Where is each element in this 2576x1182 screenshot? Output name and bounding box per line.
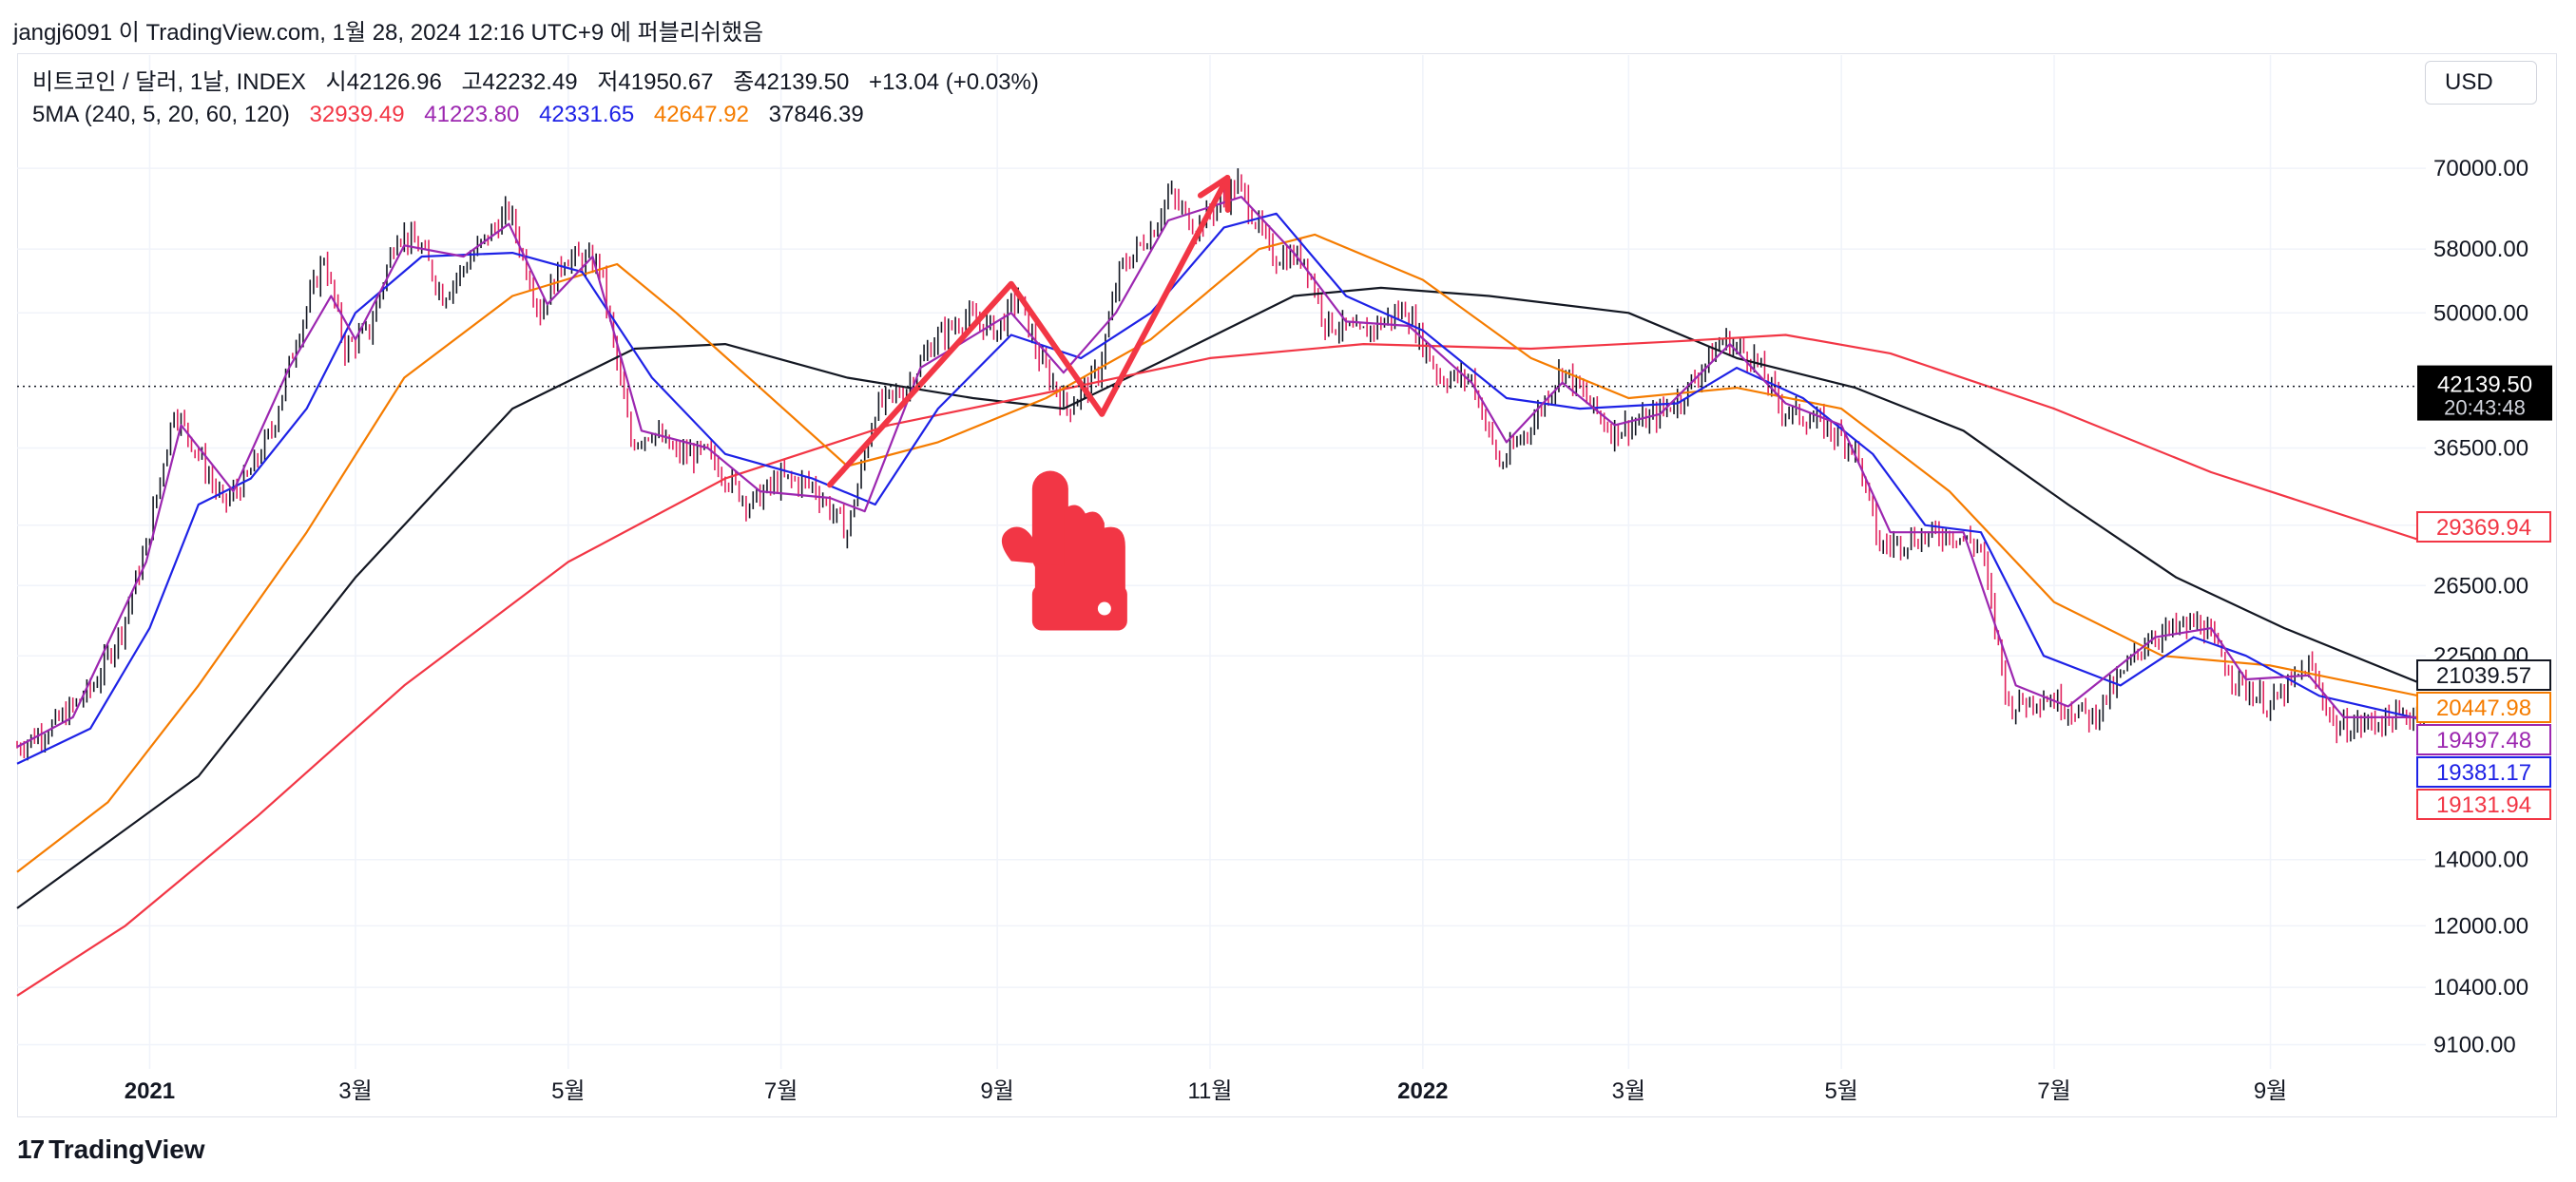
brand-name: TradingView [48,1134,205,1164]
axis-badge-label: 20447.98 [2436,696,2531,721]
tv-logo-icon: 17 [17,1134,45,1164]
y-tick-label: 14000.00 [2433,848,2528,873]
x-tick-label: 3월 [338,1078,372,1104]
axis-badge [2416,756,2551,788]
chart-grid [17,55,2426,1069]
ma-line-4 [16,196,2424,749]
x-tick-label: 9월 [2254,1078,2287,1104]
axis-badge-label: 19497.48 [2436,728,2531,753]
ma-line-1 [16,334,2425,997]
axis-badge [2416,724,2551,755]
x-tick-label: 2021 [125,1078,175,1104]
publisher-line: jangj6091 이 TradingView.com, 1월 28, 2024… [13,20,764,46]
y-tick-label: 12000.00 [2433,913,2528,939]
annotations [827,174,1231,631]
y-tick-label: 26500.00 [2433,573,2528,599]
symbol-title: 비트코인 / 달러, 1날, INDEX [32,69,306,95]
y-tick-label: 58000.00 [2433,237,2528,262]
axis-badge-label: 21039.57 [2436,663,2531,689]
ohlc-low: 저41950.67 [597,69,714,95]
ohlc-change: +13.04 (+0.03%) [869,69,1039,95]
x-tick-label: 7월 [764,1078,798,1104]
price-series [16,168,2425,761]
chart-legend: 비트코인 / 달러, 1날, INDEX 시42126.96 고42232.49… [32,67,1052,131]
y-tick-label: 36500.00 [2433,436,2528,462]
ohlc-close: 종42139.50 [733,69,850,95]
arrow-head [1197,174,1231,213]
axis-badge [2416,511,2551,543]
ma-line-3 [16,212,2425,765]
x-tick-label: 11월 [1187,1078,1232,1104]
ma-row: 5MA (240, 5, 20, 60, 120) 32939.49 41223… [32,99,1052,131]
ma-value-5: 41223.80 [424,102,520,127]
symbol-row: 비트코인 / 달러, 1날, INDEX 시42126.96 고42232.49… [32,67,1052,99]
price-axis-badges: 29369.94 21039.57 20447.98 19497.48 19381.17… [2416,511,2551,820]
y-tick-label: 9100.00 [2433,1032,2516,1058]
ma-line-0 [16,286,2425,909]
trend-arrow [827,174,1231,488]
pointing-hand-icon [1001,470,1127,631]
ma-indicator-label: 5MA (240, 5, 20, 60, 120) [32,102,290,127]
x-tick-label: 2022 [1397,1078,1448,1104]
y-tick-label: 50000.00 [2433,300,2528,326]
moving-averages [16,196,2425,997]
x-tick-label: 3월 [1612,1078,1645,1104]
price-badge-countdown: 20:43:48 [2444,396,2526,420]
y-tick-label: 10400.00 [2433,975,2528,1001]
x-tick-label: 7월 [2037,1078,2070,1104]
ohlc-open: 시42126.96 [325,69,442,95]
price-badge [2417,365,2552,421]
y-tick-label: 70000.00 [2433,156,2528,181]
x-tick-label: 5월 [551,1078,585,1104]
x-tick-label: 9월 [980,1078,1013,1104]
axis-badge [2416,692,2551,723]
axis-badge [2416,789,2551,820]
axis-badge-label: 29369.94 [2436,515,2531,541]
ohlc-high: 고42232.49 [461,69,578,95]
axis-badge-label: 19131.94 [2436,792,2531,818]
ma-value-240: 32939.49 [309,102,405,127]
x-tick-label: 5월 [1824,1078,1857,1104]
axis-badge [2416,659,2551,691]
price-badge-value: 42139.50 [2437,372,2532,398]
axis-badge-label: 19381.17 [2436,760,2531,786]
time-axis: 2021 3월 5월 7월 9월 11월 2022 3월 5월 7월 9월 [125,1078,2288,1104]
ma-value-120: 37846.39 [768,102,864,127]
price-axis: 70000.0058000.0050000.0036500.0030500.00… [2433,156,2528,1058]
ma-line-2 [16,233,2425,873]
tradingview-logo: 17 TradingView [17,1134,205,1165]
ma-value-60: 42647.92 [653,102,749,127]
ma-value-20: 42331.65 [539,102,635,127]
currency-selector[interactable]: USD [2425,61,2537,105]
